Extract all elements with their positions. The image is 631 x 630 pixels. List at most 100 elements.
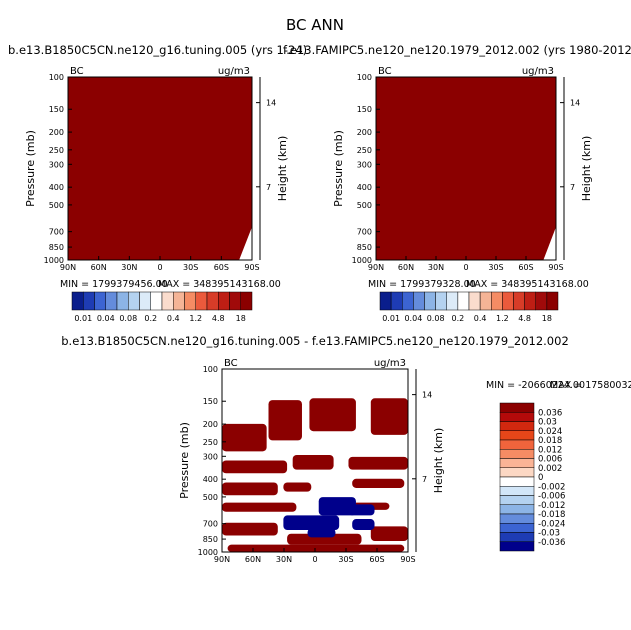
y-tick-label: 1000 [198,548,218,557]
y-tick-label: 200 [357,128,372,137]
right-tick-label: 7 [266,183,271,192]
colorbar-swatch [139,291,151,311]
colorbar-swatch [499,402,535,413]
colorbar-label: 0.08 [119,314,137,323]
field-gap [543,227,556,260]
colorbar-swatch [499,467,535,478]
units-label: ug/m3 [374,358,406,369]
positive-anomaly [268,400,302,441]
colorbar-label: -0.012 [538,501,565,511]
y-tick-label: 400 [203,475,218,484]
positive-anomaly [352,478,405,488]
colorbar-label: 18 [236,314,246,323]
positive-anomaly [370,526,408,542]
y-tick-label: 850 [357,243,372,252]
y-tick-label: 150 [357,105,372,114]
variable-label: BC [70,66,84,77]
units-label: ug/m3 [522,66,554,77]
colorbar-swatch [229,291,241,311]
colorbar-swatch [218,291,230,311]
colorbar-swatch [390,291,403,311]
colorbar-swatch [491,291,503,311]
y-tick-label: 100 [357,73,372,82]
x-tick-label: 60S [518,263,533,272]
colorbar-swatch [499,495,535,505]
x-tick-label: 60S [214,263,229,272]
colorbar-swatch [435,291,447,311]
colorbar-swatch [206,291,219,311]
x-tick-label: 60N [91,263,107,272]
colorbar-label: 0.03 [538,418,557,428]
colorbar-swatch [116,291,129,311]
colorbar-label: 0.04 [404,314,422,323]
positive-anomaly [292,455,334,470]
colorbar-label: -0.03 [538,529,560,539]
colorbar-swatch [424,291,436,311]
colorbar-swatch [499,541,535,552]
colorbar-swatch [499,504,535,515]
right-axis-label: Height (km) [432,428,445,494]
x-tick-label: 30N [121,263,137,272]
colorbar-swatch [535,291,548,311]
x-tick-label: 60N [245,555,261,564]
y-tick-label: 300 [357,160,372,169]
positive-anomaly [348,456,408,470]
x-tick-label: 60N [398,263,414,272]
field-fill [376,77,556,260]
colorbar-swatch [379,291,392,311]
colorbar-swatch [83,291,95,311]
colorbar-label: 0.01 [74,314,92,323]
y-tick-label: 400 [357,183,372,192]
colorbar-swatch [502,291,514,311]
colorbar-label: 0.012 [538,445,562,455]
variable-label: BC [224,358,238,369]
positive-anomaly [222,460,288,474]
colorbar-swatch [468,291,481,311]
y-tick-label: 150 [49,105,64,114]
y-tick-label: 100 [203,365,218,374]
field-fill [68,77,252,260]
max-label: MAX = 348395143168.00 [158,279,281,290]
colorbar-label: 0.2 [452,314,465,323]
positive-anomaly [227,544,405,552]
y-tick-label: 700 [203,520,218,529]
colorbar-swatch [94,291,106,311]
x-tick-label: 90S [244,263,259,272]
colorbar-swatch [150,291,163,311]
colorbar-swatch [499,513,535,524]
colorbar-swatch [499,449,535,459]
colorbar-swatch [499,430,535,441]
colorbar-swatch [195,291,208,311]
variable-label: BC [378,66,392,77]
y-tick-label: 500 [49,201,64,210]
negative-anomaly [352,519,375,531]
y-tick-label: 100 [49,73,64,82]
x-tick-label: 90N [368,263,384,272]
colorbar-swatch [499,421,535,431]
right-tick-label: 7 [570,183,575,192]
colorbar-swatch [128,291,140,311]
y-tick-label: 1000 [352,256,372,265]
y-tick-label: 250 [357,146,372,155]
y-tick-label: 400 [49,183,64,192]
colorbar-label: 0.018 [538,436,562,446]
x-tick-label: 30N [428,263,444,272]
y-tick-label: 250 [49,146,64,155]
colorbar-label: -0.018 [538,510,565,520]
y-axis-label: Pressure (mb) [24,130,37,207]
negative-anomaly [307,528,336,538]
x-tick-label: 30N [276,555,292,564]
colorbar-swatch [499,532,535,542]
colorbar-swatch [457,291,470,311]
y-tick-label: 150 [203,397,218,406]
colorbar-label: -0.024 [538,519,565,529]
colorbar-swatch [105,291,118,311]
colorbar-swatch [546,291,559,311]
colorbar-swatch [413,291,425,311]
panel-title-model: b.e13.B1850C5CN.ne120_g16.tuning.005 (yr… [8,43,307,57]
x-tick-label: 90N [60,263,76,272]
colorbar-label: 0.08 [427,314,445,323]
right-tick-label: 7 [422,475,427,484]
colorbar-label: 0.4 [474,314,487,323]
